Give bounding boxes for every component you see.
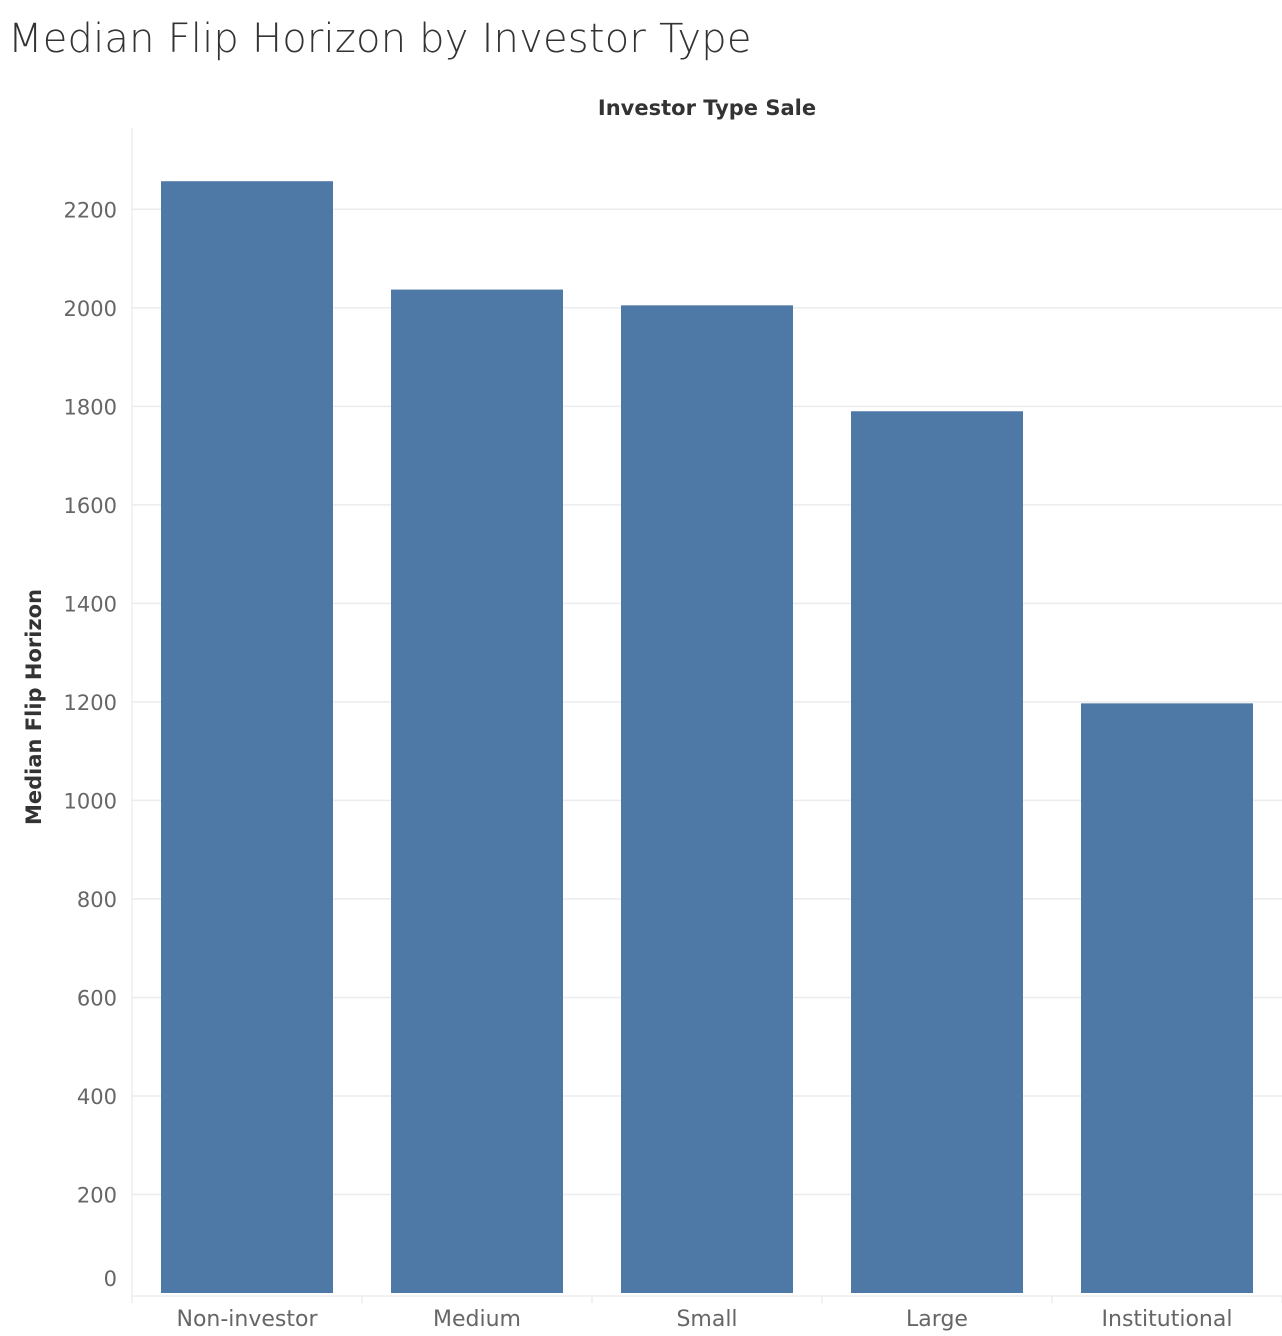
y-tick-label: 1000	[64, 789, 117, 813]
y-tick-label: 1400	[64, 592, 117, 616]
bars	[161, 181, 1253, 1294]
y-tick-label: 1600	[64, 494, 117, 518]
y-tick-label: 1800	[64, 395, 117, 419]
axes	[131, 128, 1282, 1297]
bar-small[interactable]	[621, 305, 793, 1293]
y-tick-label: 1200	[64, 691, 117, 715]
x-tick-label: Non-investor	[176, 1307, 318, 1332]
bar-institutional[interactable]	[1081, 703, 1253, 1293]
y-tick-label: 400	[77, 1085, 117, 1109]
bar-medium[interactable]	[391, 289, 563, 1293]
y-ticks: 0 200 400 600 800 1000 1200 1400 1600 1800 2000 220…	[64, 198, 117, 1291]
x-ticks: Non-investor Medium Small Large Institutiona…	[131, 1296, 1282, 1332]
bar-non-investor[interactable]	[161, 181, 333, 1294]
bar-large[interactable]	[851, 411, 1023, 1294]
column-header: Investor Type Sale	[598, 96, 816, 120]
y-tick-label: 2200	[64, 198, 117, 222]
chart-title: Median Flip Horizon by Investor Type	[8, 16, 752, 62]
x-tick-label: Medium	[433, 1307, 521, 1332]
y-tick-label: 600	[77, 986, 117, 1010]
x-tick-label: Small	[676, 1307, 737, 1332]
y-axis-label: Median Flip Horizon	[22, 589, 46, 825]
x-tick-label: Large	[906, 1307, 968, 1332]
x-tick-label: Institutional	[1102, 1307, 1233, 1332]
y-tick-label: 2000	[64, 297, 117, 321]
y-tick-label: 800	[77, 888, 117, 912]
y-tick-label: 200	[77, 1183, 117, 1207]
y-tick-label: 0	[104, 1267, 117, 1291]
